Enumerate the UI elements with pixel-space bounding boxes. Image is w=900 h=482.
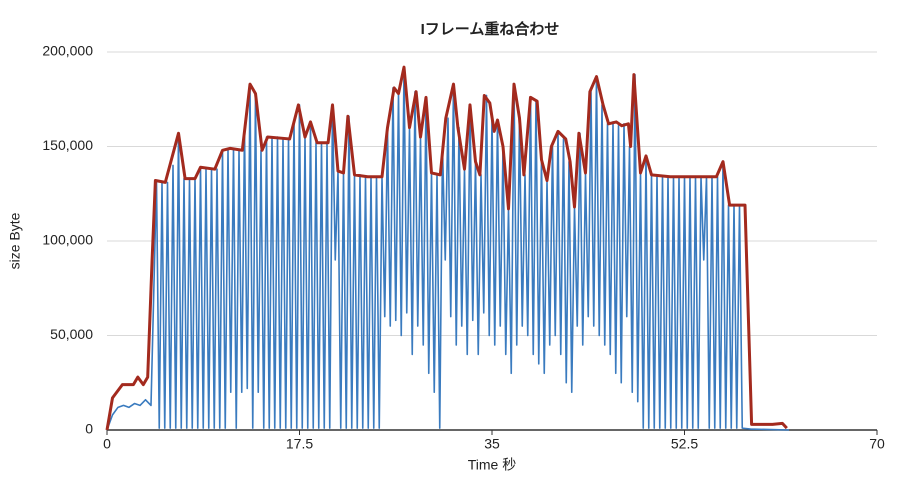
y-tick-label: 200,000 (42, 43, 93, 59)
y-tick-label: 0 (85, 421, 93, 437)
chart-title: Iフレーム重ね合わせ (421, 20, 560, 38)
x-tick-label: 52.5 (671, 436, 698, 452)
x-tick-label: 70 (869, 436, 885, 452)
y-axis-label: size Byte (7, 212, 23, 269)
x-tick-label: 0 (103, 436, 111, 452)
series-line (106, 66, 790, 431)
x-tick-label: 35 (484, 436, 500, 452)
series-line (105, 65, 788, 431)
y-tick-label: 150,000 (42, 137, 93, 153)
y-tick-label: 100,000 (42, 232, 93, 248)
y-tick-label: 50,000 (50, 326, 93, 342)
x-tick-label: 17.5 (286, 436, 313, 452)
x-axis-label: Time 秒 (468, 457, 516, 473)
